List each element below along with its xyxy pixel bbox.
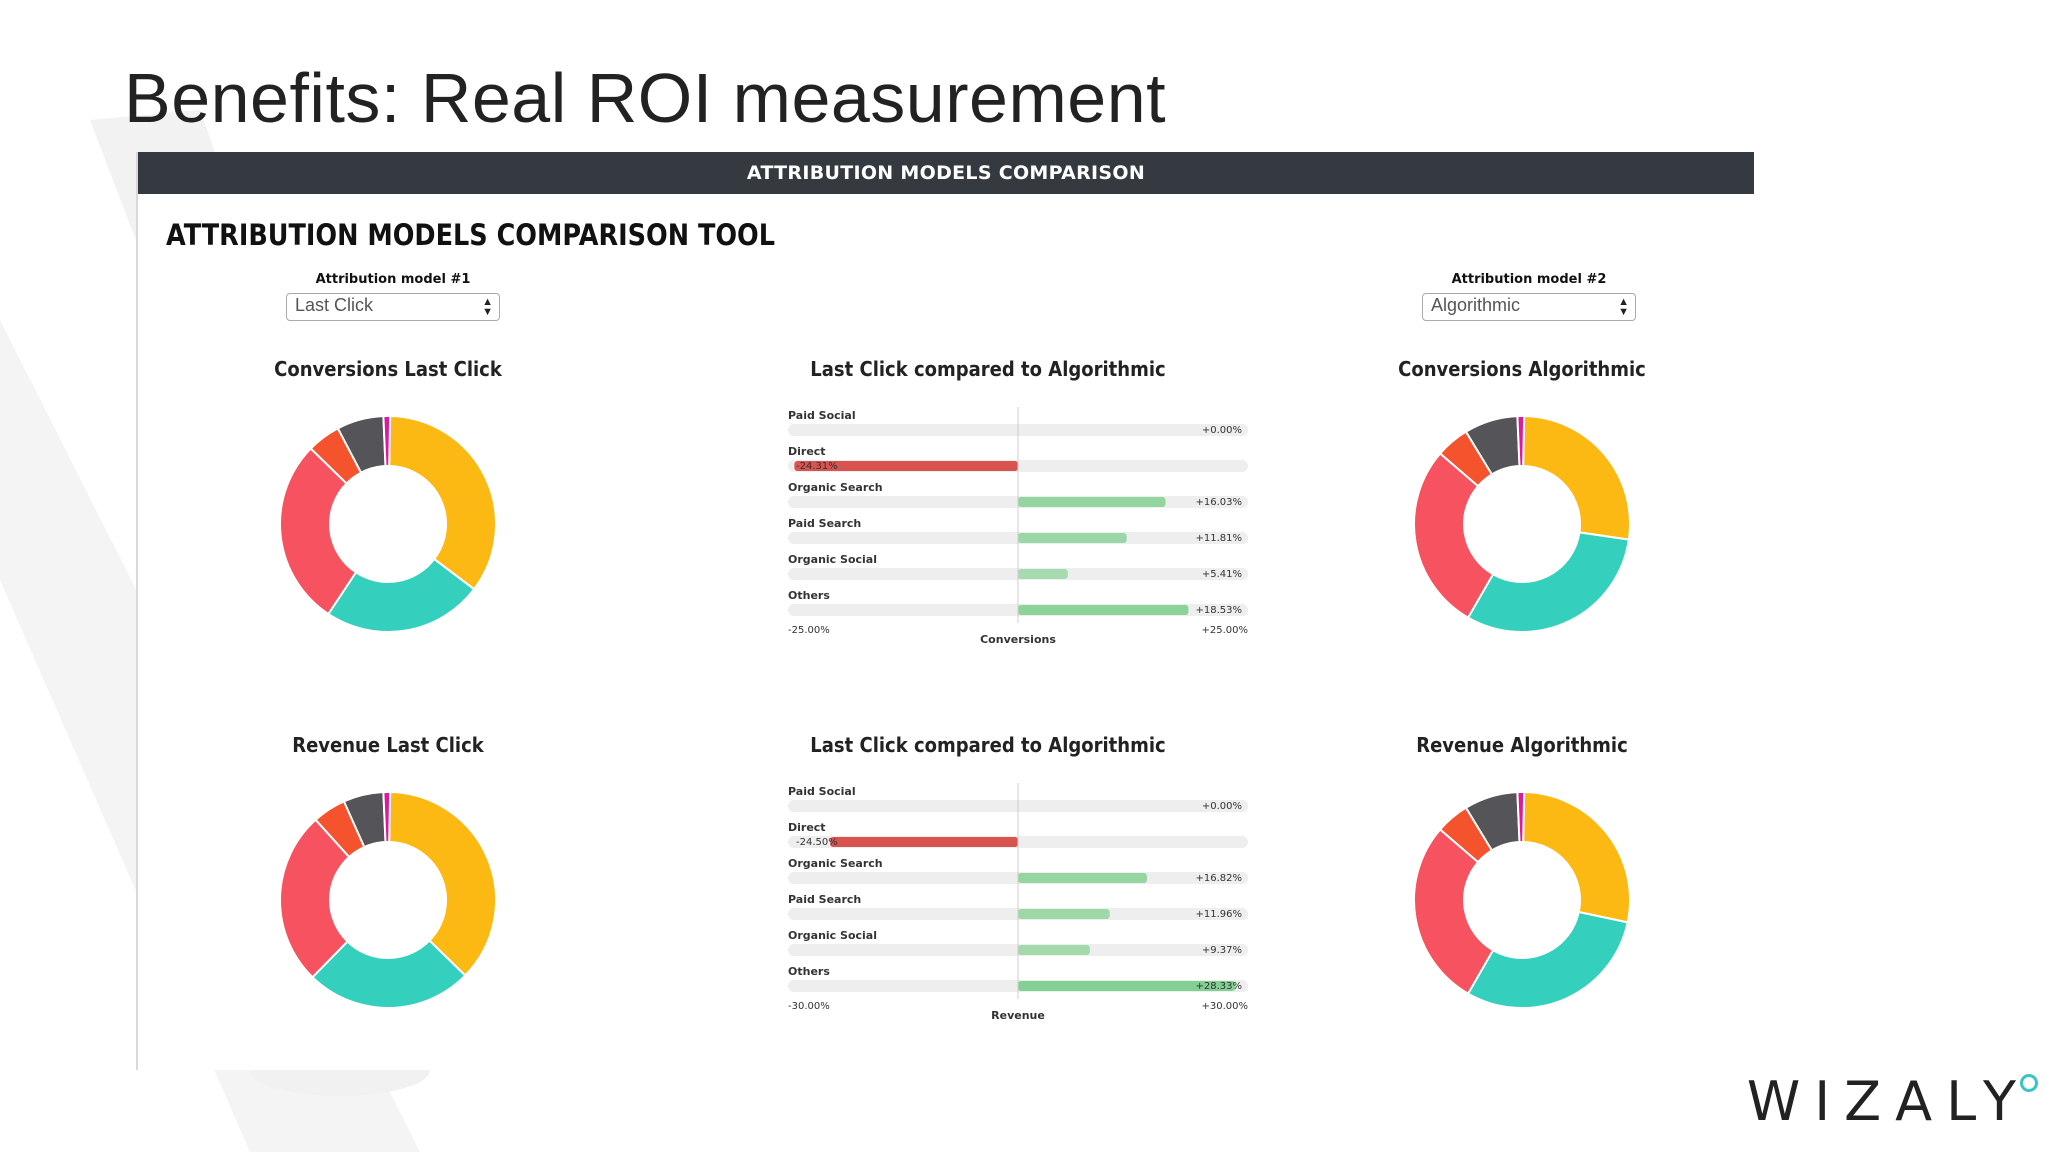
model1-dropdown[interactable]: Last Click ▲ ▼ [286,293,500,321]
category-label: Organic Search [788,857,883,870]
category-label: Direct [788,821,826,834]
bar [1018,945,1090,955]
donut-chart-conversions-algorithmic [1413,415,1631,633]
category-label: Others [788,965,830,978]
model2-selector: Attribution model #2 Algorithmic ▲ ▼ [1422,272,1636,321]
model1-value: Last Click [295,295,374,315]
slide-title: Benefits: Real ROI measurement [124,59,1167,137]
value-label: +16.82% [1195,873,1242,884]
category-label: Paid Social [788,785,856,798]
donut-slice [1516,415,1526,468]
donut-slice [1522,791,1631,924]
bar [1018,909,1110,919]
donut-chart-revenue-algorithmic [1413,791,1631,1009]
bar-chart-conversions-comparison: Paid Social +0.00% Direct -24.31% Organic Se… [788,407,1248,646]
axis-min-label: -30.00% [788,1001,830,1012]
select-arrows-icon: ▲ ▼ [482,296,493,318]
donut-slice [1522,415,1631,541]
donut-slice [382,791,392,844]
chart-title-conversions-comparison: Last Click compared to Algorithmic [810,357,1166,381]
category-label: Direct [788,445,826,458]
donut-slice [388,415,497,591]
comparison-panel: ATTRIBUTION MODELS COMPARISON ATTRIBUTIO… [136,152,1754,1070]
model2-label: Attribution model #2 [1451,272,1607,287]
value-label: +11.96% [1195,909,1242,920]
category-label: Organic Social [788,553,877,566]
model1-selector: Attribution model #1 Last Click ▲ ▼ [286,272,500,321]
donut-slice [311,939,467,1009]
x-axis-label: Revenue [991,1009,1045,1022]
bar [830,837,1018,847]
category-label: Paid Search [788,517,861,530]
donut-slice [1413,452,1495,619]
value-label: -24.50% [796,837,838,848]
value-label: +18.53% [1195,605,1242,616]
donut-slice [326,557,476,633]
donut-slice [1413,828,1495,995]
bar [1018,605,1189,615]
bar [1018,497,1166,507]
donut-slice [388,791,497,977]
axis-max-label: +25.00% [1201,625,1248,636]
axis-min-label: -25.00% [788,625,830,636]
value-label: +0.00% [1202,425,1242,436]
category-label: Organic Search [788,481,883,494]
chart-title-revenue-algorithmic: Revenue Algorithmic [1416,733,1628,757]
bar [1018,569,1068,579]
donut-slice [382,415,392,468]
chart-title-revenue-last-click: Revenue Last Click [292,733,484,757]
donut-slice [1466,531,1630,633]
value-label: -24.31% [796,461,838,472]
select-arrows-icon: ▲ ▼ [1618,296,1629,318]
donut-slice [1516,791,1526,844]
chart-title-conversions-algorithmic: Conversions Algorithmic [1398,357,1646,381]
wizaly-logo: WIZALY [1746,1070,2030,1133]
donut-slice [279,447,358,616]
value-label: +11.81% [1195,533,1242,544]
bar [1018,533,1127,543]
bar [794,461,1018,471]
category-label: Organic Social [788,929,877,942]
tool-title: ATTRIBUTION MODELS COMPARISON TOOL [166,218,776,252]
chart-title-revenue-comparison: Last Click compared to Algorithmic [810,733,1166,757]
model2-dropdown[interactable]: Algorithmic ▲ ▼ [1422,293,1636,321]
donut-chart-revenue-last-click [279,791,497,1009]
logo-dot-icon [2020,1074,2038,1092]
bar-chart-revenue-comparison: Paid Social +0.00% Direct -24.50% Organic Se… [788,783,1248,1022]
value-label: +5.41% [1202,569,1242,580]
model1-label: Attribution model #1 [315,272,471,287]
category-label: Others [788,589,830,602]
value-label: +16.03% [1195,497,1242,508]
value-label: +0.00% [1202,801,1242,812]
x-axis-label: Conversions [980,633,1056,646]
donut-slice [1466,910,1629,1009]
bar [1018,873,1147,883]
bar [1018,981,1236,991]
value-label: +9.37% [1202,945,1242,956]
donut-chart-conversions-last-click [279,415,497,633]
chart-title-conversions-last-click: Conversions Last Click [274,357,502,381]
panel-header: ATTRIBUTION MODELS COMPARISON [138,152,1754,194]
model2-value: Algorithmic [1431,295,1521,315]
axis-max-label: +30.00% [1201,1001,1248,1012]
category-label: Paid Search [788,893,861,906]
value-label: +28.33% [1195,981,1242,992]
category-label: Paid Social [788,409,856,422]
donut-slice [279,818,351,979]
